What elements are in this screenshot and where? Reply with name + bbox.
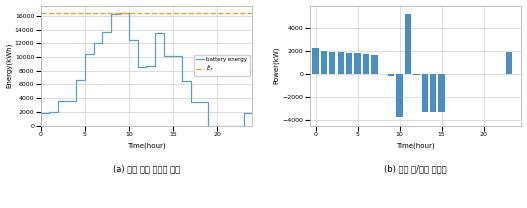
- $\hat{E}_T$: [37, 12, 44, 14]
- Bar: [438, 74, 445, 112]
- battery energy: [188, 100, 194, 103]
- Bar: [405, 14, 411, 74]
- battery energy: [179, 80, 185, 82]
- Bar: [329, 52, 336, 74]
- Legend: battery energy, $\hat{E}_T$: battery energy, $\hat{E}_T$: [193, 55, 250, 76]
- Bar: [506, 52, 512, 74]
- Bar: [354, 53, 360, 74]
- battery energy: [170, 54, 176, 57]
- Bar: [413, 74, 419, 75]
- Bar: [363, 54, 369, 74]
- battery energy: [108, 13, 114, 16]
- battery energy: [73, 79, 79, 82]
- Bar: [388, 74, 394, 76]
- battery energy: [90, 42, 96, 45]
- Text: (b) 전체 충/방전 스케줄: (b) 전체 충/방전 스케줄: [384, 164, 447, 173]
- Y-axis label: Power(kW): Power(kW): [273, 47, 280, 84]
- battery energy: [152, 32, 159, 34]
- Bar: [313, 48, 319, 74]
- battery energy: [223, 124, 229, 127]
- battery energy: [161, 54, 167, 57]
- battery energy: [117, 12, 123, 14]
- battery energy: [249, 111, 256, 114]
- Line: battery energy: battery energy: [41, 13, 252, 126]
- Bar: [371, 55, 377, 74]
- $\hat{E}_T$: [46, 12, 53, 14]
- battery energy: [134, 66, 141, 68]
- battery energy: [196, 100, 202, 103]
- Y-axis label: Energy(kWh): Energy(kWh): [6, 43, 12, 88]
- battery energy: [214, 124, 220, 127]
- battery energy: [231, 124, 238, 127]
- battery energy: [125, 39, 132, 41]
- Bar: [430, 74, 436, 112]
- Bar: [422, 74, 428, 112]
- Bar: [321, 51, 327, 74]
- Text: (a) 전체 누적 전력량 레벨: (a) 전체 누적 전력량 레벨: [113, 164, 180, 173]
- X-axis label: Time(hour): Time(hour): [127, 142, 166, 149]
- battery energy: [37, 112, 44, 114]
- battery energy: [205, 124, 211, 127]
- X-axis label: Time(hour): Time(hour): [396, 142, 435, 149]
- Bar: [346, 53, 352, 74]
- battery energy: [82, 52, 88, 55]
- battery energy: [64, 100, 70, 102]
- battery energy: [143, 65, 150, 67]
- Bar: [396, 74, 403, 117]
- battery energy: [55, 100, 62, 102]
- battery energy: [99, 31, 105, 33]
- battery energy: [46, 111, 53, 113]
- battery energy: [240, 111, 247, 114]
- Bar: [338, 52, 344, 74]
